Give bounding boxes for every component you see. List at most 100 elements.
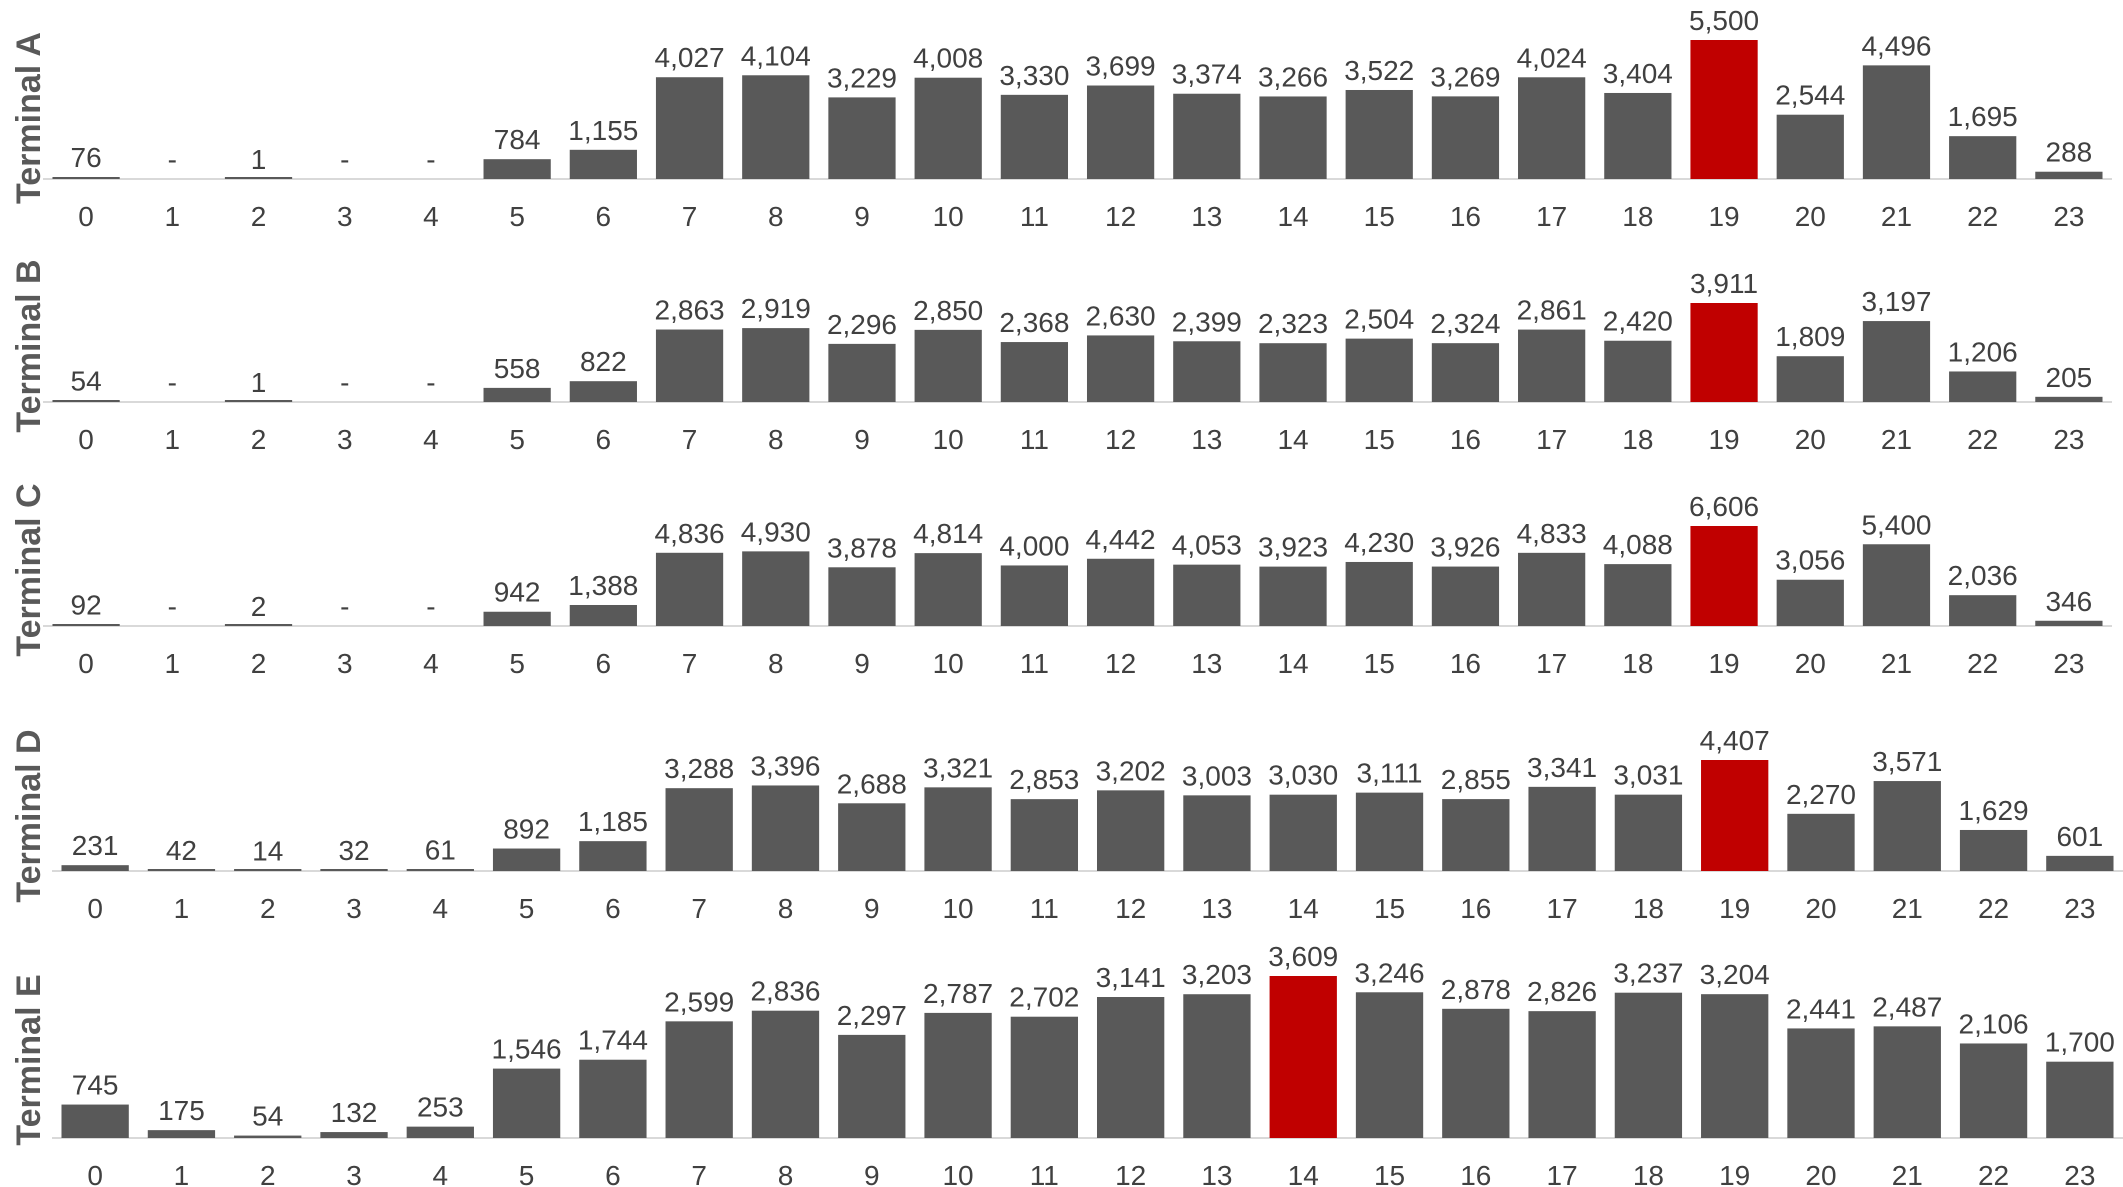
chart-panel-3: Terminal C 920-122-3-494251,38864,83674,9… xyxy=(10,483,2112,679)
data-label: 558 xyxy=(494,353,541,384)
data-label: 54 xyxy=(252,1101,283,1132)
x-tick-label: 2 xyxy=(260,1160,276,1187)
bar xyxy=(1862,544,1931,626)
bar xyxy=(1518,77,1586,179)
x-tick-label: 17 xyxy=(1536,201,1567,232)
x-tick-label: 15 xyxy=(1374,893,1405,924)
bar xyxy=(1604,340,1672,402)
data-label: 132 xyxy=(331,1097,378,1128)
data-label: 784 xyxy=(494,124,541,155)
data-label: 2,630 xyxy=(1086,300,1156,331)
bar xyxy=(1431,343,1500,402)
bar-highlight xyxy=(1701,760,1769,871)
x-tick-label: 6 xyxy=(596,648,612,679)
x-tick-label: 9 xyxy=(854,424,870,455)
x-tick-label: 14 xyxy=(1277,648,1308,679)
data-label: 2,504 xyxy=(1344,304,1414,335)
x-tick-label: 15 xyxy=(1364,424,1395,455)
data-label: 2,106 xyxy=(1959,1008,2029,1039)
x-tick-label: 22 xyxy=(1978,1160,2009,1187)
bar xyxy=(1096,790,1165,871)
x-tick-label: 10 xyxy=(942,893,973,924)
x-tick-label: 17 xyxy=(1547,1160,1578,1187)
x-tick-label: 11 xyxy=(1020,424,1049,455)
data-label: 745 xyxy=(72,1070,119,1101)
data-label: 1,155 xyxy=(568,115,638,146)
x-tick-label: 4 xyxy=(423,201,439,232)
x-tick-label: 21 xyxy=(1881,201,1912,232)
bar xyxy=(1345,561,1413,626)
x-tick-label: 13 xyxy=(1201,1160,1232,1187)
data-label: 1,700 xyxy=(2045,1027,2115,1058)
x-tick-label: 6 xyxy=(596,201,612,232)
x-tick-label: 23 xyxy=(2064,893,2095,924)
x-tick-label: 12 xyxy=(1115,1160,1146,1187)
data-label: 3,031 xyxy=(1613,760,1683,791)
x-tick-label: 8 xyxy=(768,424,784,455)
bar xyxy=(655,77,724,179)
data-label: 4,930 xyxy=(741,516,811,547)
data-label: - xyxy=(340,144,349,175)
data-label: 2,688 xyxy=(837,768,907,799)
x-tick-label: 6 xyxy=(596,424,612,455)
data-label: 2,850 xyxy=(913,295,983,326)
bar xyxy=(1173,564,1241,626)
x-tick-label: 8 xyxy=(778,893,794,924)
data-label: - xyxy=(168,367,177,398)
data-label: 175 xyxy=(158,1095,205,1126)
data-label: 2,787 xyxy=(923,978,993,1009)
data-label: 3,202 xyxy=(1096,755,1166,786)
bar xyxy=(234,1135,302,1138)
x-tick-label: 12 xyxy=(1105,648,1136,679)
data-label: - xyxy=(168,591,177,622)
x-tick-label: 1 xyxy=(165,201,181,232)
x-tick-label: 13 xyxy=(1191,648,1222,679)
x-tick-label: 22 xyxy=(1967,201,1998,232)
bar xyxy=(1959,1043,2028,1138)
x-tick-label: 19 xyxy=(1708,201,1739,232)
bar xyxy=(1259,566,1327,626)
data-label: 4,833 xyxy=(1517,518,1587,549)
data-label: 4,008 xyxy=(913,43,983,74)
data-label: 2,368 xyxy=(999,307,1069,338)
data-label: 4,024 xyxy=(1517,42,1587,73)
bar xyxy=(665,1021,733,1138)
bar xyxy=(914,329,982,402)
data-label: 942 xyxy=(494,577,541,608)
x-tick-label: 6 xyxy=(605,893,621,924)
bar xyxy=(406,1126,474,1138)
data-label: 76 xyxy=(71,142,102,173)
bar xyxy=(2035,396,2103,402)
bar xyxy=(483,159,551,179)
x-tick-label: 17 xyxy=(1547,893,1578,924)
data-label: 2,420 xyxy=(1603,306,1673,337)
bar xyxy=(147,1130,216,1138)
x-tick-label: 23 xyxy=(2053,201,2084,232)
x-tick-label: 11 xyxy=(1030,1160,1059,1187)
data-label: 32 xyxy=(338,835,369,866)
data-label: 4,230 xyxy=(1344,527,1414,558)
x-tick-label: 1 xyxy=(174,1160,190,1187)
data-label: 4,496 xyxy=(1861,30,1931,61)
bar xyxy=(1787,813,1855,871)
data-label: 3,246 xyxy=(1354,957,1424,988)
x-tick-label: 8 xyxy=(768,201,784,232)
data-label: 4,088 xyxy=(1603,529,1673,560)
data-label: 3,404 xyxy=(1603,58,1673,89)
x-tick-label: 18 xyxy=(1633,893,1664,924)
data-label: 2 xyxy=(251,591,267,622)
x-tick-label: 0 xyxy=(78,201,94,232)
data-label: 1,744 xyxy=(578,1025,648,1056)
panel-title: Terminal E xyxy=(10,974,48,1145)
x-tick-label: 10 xyxy=(933,648,964,679)
data-label: 3,330 xyxy=(999,60,1069,91)
bar xyxy=(751,1010,820,1138)
x-tick-label: 21 xyxy=(1881,424,1912,455)
x-tick-label: 16 xyxy=(1450,648,1481,679)
data-label: 42 xyxy=(166,835,197,866)
bar xyxy=(61,865,129,871)
x-tick-label: 3 xyxy=(337,424,353,455)
x-tick-label: 21 xyxy=(1892,1160,1923,1187)
bar xyxy=(742,328,810,402)
